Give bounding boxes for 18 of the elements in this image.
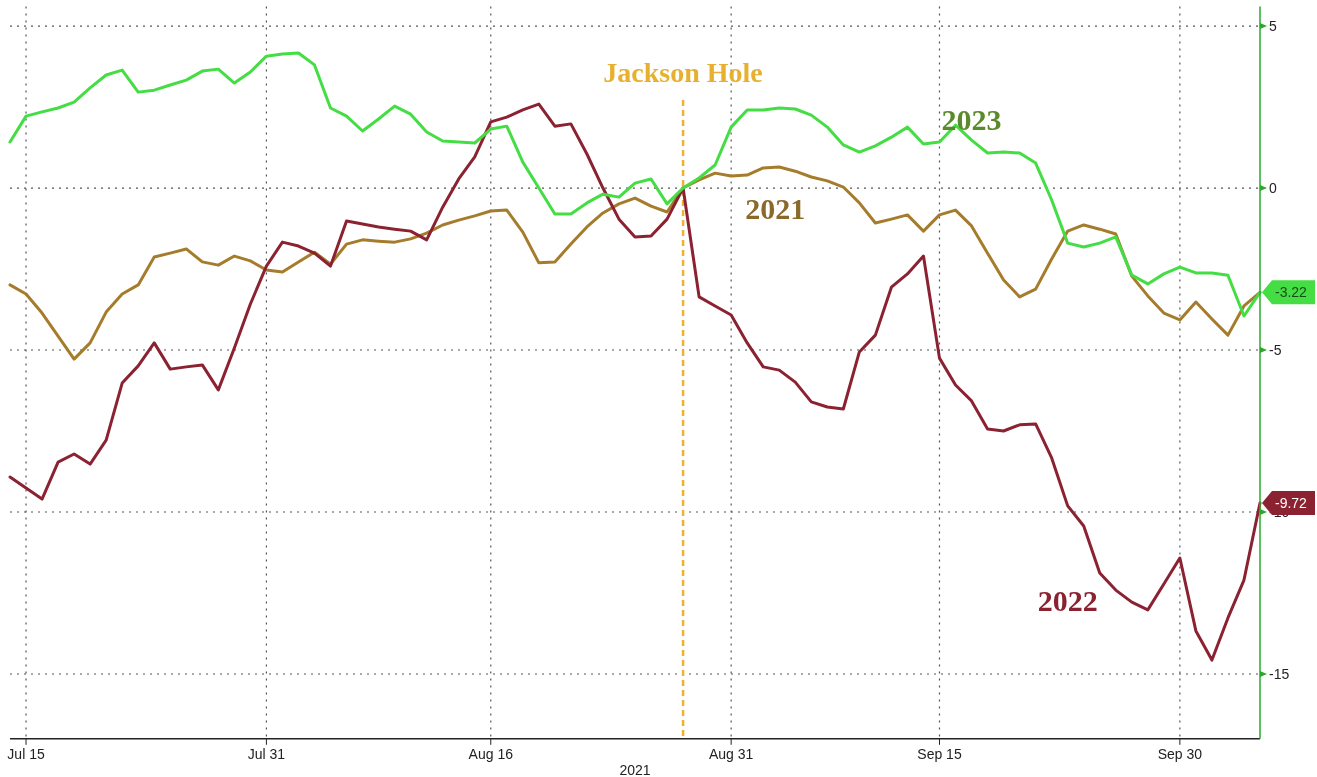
data-label: -9.72 [1275, 494, 1308, 511]
x-tick-label: Aug 31 [708, 745, 754, 762]
x-tick-label: Sep 30 [1157, 745, 1203, 762]
y-tick-label: 0 [1269, 180, 1277, 197]
series-label: 2023 [941, 103, 1002, 137]
data-label: -3.22 [1275, 284, 1308, 301]
line-series [8, 102, 1262, 662]
series-label: 2022 [1037, 583, 1098, 617]
x-axis-title: 2021 [619, 761, 651, 777]
x-tick-label: Jul 15 [7, 745, 45, 762]
y-tick-label: -15 [1269, 666, 1290, 682]
x-tick-label: Sep 15 [917, 745, 962, 762]
y-tick-label: 5 [1269, 18, 1277, 35]
x-tick-label: Jul 31 [247, 745, 286, 762]
annotation: Jackson Hole [603, 57, 763, 88]
series-label: 2021 [745, 192, 806, 226]
y-tick-label: -5 [1269, 342, 1282, 359]
x-tick-label: Aug 16 [468, 745, 514, 762]
